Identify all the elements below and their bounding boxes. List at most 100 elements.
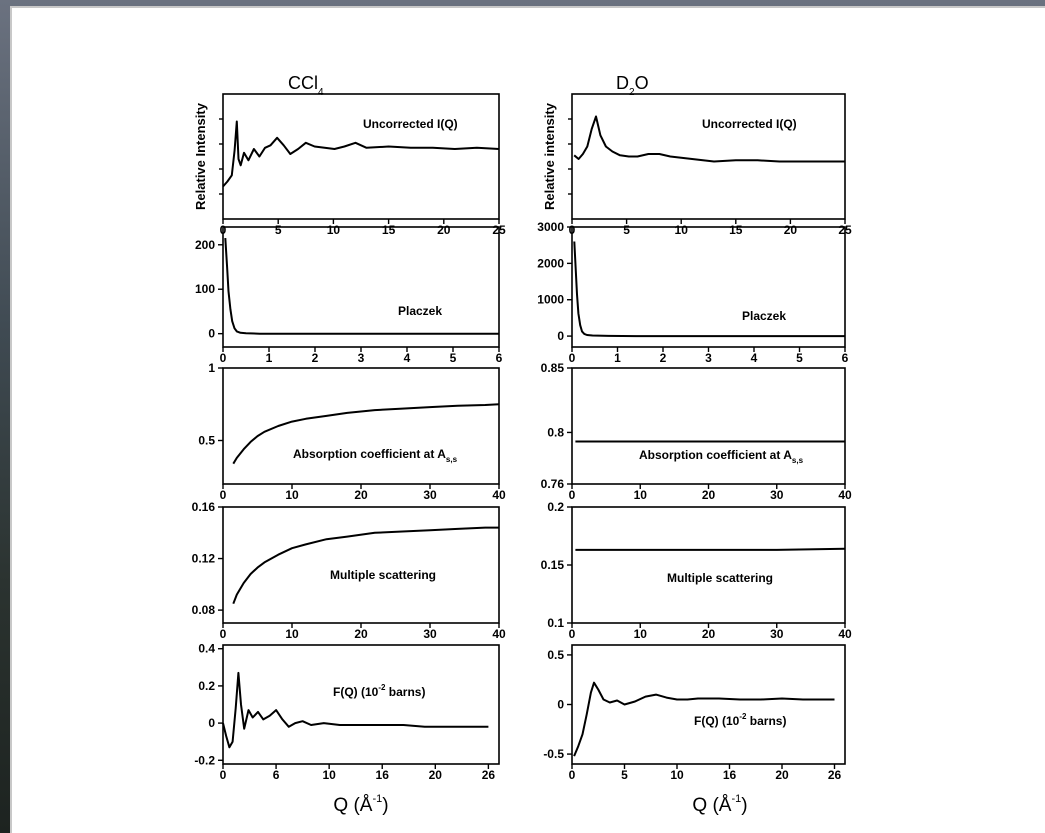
y-tick-label: 1000 xyxy=(537,293,564,307)
x-tick-label: 26 xyxy=(828,768,842,782)
panel-label-text: Placzek xyxy=(398,304,442,318)
x-tick-label: 20 xyxy=(702,488,716,502)
x-tick-label: 30 xyxy=(770,488,784,502)
x-axis-label-text: Q (Å xyxy=(333,795,372,816)
column-title-tail: O xyxy=(635,73,649,93)
x-axis-label-superscript: -1 xyxy=(731,793,741,805)
axes-frame xyxy=(571,93,846,220)
x-tick-label: 0 xyxy=(220,488,227,502)
x-tick-label: 20 xyxy=(775,768,789,782)
x-tick-label: 10 xyxy=(285,488,299,502)
panel-4: 0 1 2 3 4 5 6 0 1000 2000 3000 Placzek xyxy=(537,220,848,365)
x-tick-label: 20 xyxy=(354,488,368,502)
x-tick-label: 6 xyxy=(842,351,849,365)
x-tick-label: 10 xyxy=(670,768,684,782)
y-tick-label: 1 xyxy=(208,361,215,375)
y-tick-label: 0.12 xyxy=(192,552,216,566)
panel-label-subscript: s,s xyxy=(446,455,458,464)
panel-label: Placzek xyxy=(398,304,442,318)
y-tick-label: 3000 xyxy=(537,220,564,234)
x-axis-label-text: Q (Å xyxy=(692,795,731,816)
x-tick-label: 5 xyxy=(623,223,630,237)
panel-label-tail: barns) xyxy=(385,685,425,699)
x-tick-label: 3 xyxy=(358,351,365,365)
series-line xyxy=(573,681,835,757)
y-tick-label: 200 xyxy=(195,238,215,252)
x-tick-label: 20 xyxy=(354,627,368,641)
panel-5: 0 10 20 30 40 0.5 1 Absorption coefficient at A… xyxy=(198,361,506,502)
panel-label-superscript: -2 xyxy=(378,683,386,692)
column-title-subscript: 2 xyxy=(629,87,635,98)
x-tick-label: 40 xyxy=(838,488,852,502)
panel-label-text: Absorption coefficient at A xyxy=(639,448,792,462)
panel-label: F(Q) (10-2 barns) xyxy=(333,683,425,699)
x-tick-label: 5 xyxy=(796,351,803,365)
panel-8: 0 10 20 30 40 0.1 0.15 0.2 Multiple scattering xyxy=(541,500,852,641)
x-tick-label: 0 xyxy=(569,768,576,782)
y-tick-label: -0.5 xyxy=(543,747,564,761)
panel-label-text: F(Q) (10 xyxy=(333,685,379,699)
x-tick-label: 5 xyxy=(450,351,457,365)
axes-frame xyxy=(571,644,846,765)
x-tick-label: 10 xyxy=(675,223,689,237)
panel-label-text: Uncorrected I(Q) xyxy=(702,117,797,131)
series-line xyxy=(573,115,845,163)
panel-6: 0 10 20 30 40 0.76 0.8 0.85 Absorption coefficie… xyxy=(541,361,852,502)
y-tick-label: 0.5 xyxy=(198,434,215,448)
y-tick-label: 0 xyxy=(557,329,564,343)
series-line xyxy=(222,120,500,188)
panel-3: 0 1 2 3 4 5 6 0 100 200 Placzek xyxy=(195,226,503,365)
series-line xyxy=(573,241,845,338)
x-tick-label: 0 xyxy=(569,627,576,641)
x-tick-label: 6 xyxy=(496,351,503,365)
x-tick-label: 0 xyxy=(220,768,227,782)
panel-label-superscript: -2 xyxy=(739,712,747,721)
x-tick-label: 0 xyxy=(220,351,227,365)
x-tick-label: 16 xyxy=(376,768,390,782)
x-tick-label: 15 xyxy=(729,223,743,237)
axes-frame xyxy=(571,506,846,624)
panel-label: Uncorrected I(Q) xyxy=(702,117,797,131)
y-tick-label: 0.4 xyxy=(198,642,215,656)
panel-label-text: Multiple scattering xyxy=(330,568,436,582)
panel-label: Absorption coefficient at As,s xyxy=(639,448,804,465)
x-axis-label-1: Q (Å-1) xyxy=(333,793,388,816)
y-tick-label: 0.76 xyxy=(541,477,565,491)
x-tick-label: 16 xyxy=(723,768,737,782)
panel-9: 0 6 10 16 20 26 -0.2 0 0.2 0.4 F(Q) (10-2 barns) xyxy=(194,642,500,782)
panel-label-text: Placzek xyxy=(742,309,786,323)
x-tick-label: 0 xyxy=(569,488,576,502)
x-tick-label: 30 xyxy=(423,627,437,641)
y-tick-label: 0.2 xyxy=(198,679,215,693)
panel-label-text: Absorption coefficient at A xyxy=(293,447,446,461)
panel-label: Absorption coefficient at As,s xyxy=(293,447,458,464)
x-axis-label-tail: ) xyxy=(741,795,747,816)
y-tick-label: 0.15 xyxy=(541,558,565,572)
y-tick-label: 0.85 xyxy=(541,361,565,375)
series-line xyxy=(575,547,846,551)
column-title-text: CCl xyxy=(288,73,318,93)
column-title: CCl4 xyxy=(288,73,324,98)
panel-10: 0 5 10 16 20 26 -0.5 0 0.5 F(Q) (10-2 barns) xyxy=(543,644,846,782)
axes-frame xyxy=(571,226,846,348)
y-tick-label: 0 xyxy=(557,698,564,712)
panel-label: Uncorrected I(Q) xyxy=(363,117,458,131)
x-tick-label: 20 xyxy=(429,768,443,782)
x-tick-label: 0 xyxy=(569,351,576,365)
series-line xyxy=(224,238,499,335)
panel-label: F(Q) (10-2 barns) xyxy=(694,712,786,728)
axes-frame xyxy=(222,506,500,624)
x-tick-label: 5 xyxy=(621,768,628,782)
x-tick-label: 30 xyxy=(423,488,437,502)
series-line xyxy=(222,671,489,749)
panel-label-subscript: s,s xyxy=(792,456,804,465)
y-tick-label: -0.2 xyxy=(194,753,215,767)
y-tick-label: 0.1 xyxy=(547,616,564,630)
axes-frame xyxy=(222,367,500,485)
x-tick-label: 40 xyxy=(492,627,506,641)
y-tick-label: 0.8 xyxy=(547,425,564,439)
x-axis-label-superscript: -1 xyxy=(372,793,382,805)
